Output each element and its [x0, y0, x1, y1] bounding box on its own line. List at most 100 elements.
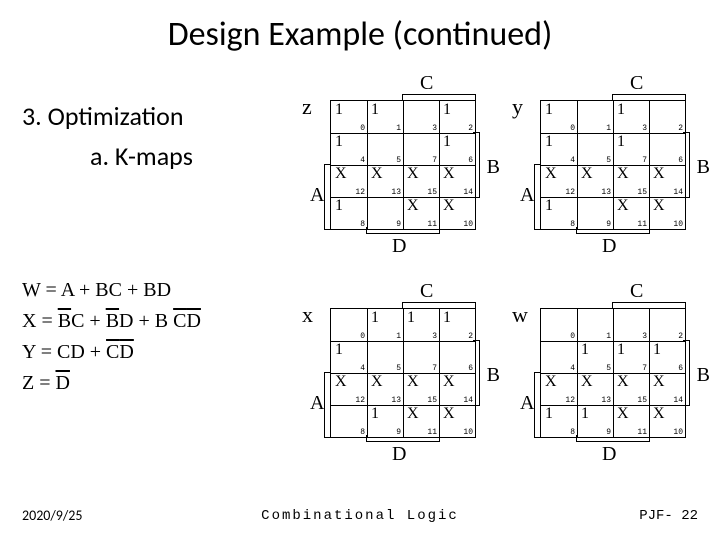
cell-index: 11: [637, 220, 647, 229]
kmap-cell: X13: [577, 165, 613, 197]
kmap-label: w: [512, 302, 528, 328]
cell-index: 12: [355, 396, 365, 405]
cell-index: 8: [570, 428, 575, 437]
cell-index: 8: [360, 220, 365, 229]
cell-value: X: [545, 165, 557, 183]
cell-value: 1: [335, 341, 343, 359]
kmap-cell: 10: [541, 101, 577, 133]
kmap-cell: 5: [367, 133, 403, 165]
axis-label-d: D: [602, 443, 616, 466]
cell-index: 6: [678, 364, 683, 373]
kmap-cell: X10: [649, 405, 685, 437]
cell-index: 7: [432, 364, 437, 373]
kmap-y: yCABD101132145176X12X13X15X14189X11X10: [510, 72, 700, 252]
kmap-cell: X13: [367, 373, 403, 405]
cell-value: 1: [581, 405, 589, 423]
cell-index: 6: [678, 156, 683, 165]
cell-index: 2: [678, 124, 683, 133]
cell-index: 9: [606, 428, 611, 437]
kmap-cell: 6: [649, 133, 685, 165]
cell-index: 15: [637, 396, 647, 405]
eq-x: X = BC + BD + B CD: [22, 306, 201, 337]
kmap-label: y: [512, 94, 523, 120]
cell-value: X: [335, 373, 347, 391]
cell-value: X: [407, 373, 419, 391]
kmap-cell: X 15: [403, 165, 439, 197]
cell-index: 6: [468, 156, 473, 165]
equations-block: W = A + BC + BD X = BC + BD + B CD Y = C…: [22, 275, 201, 399]
cell-index: 6: [468, 364, 473, 373]
cell-index: 14: [463, 188, 473, 197]
axis-label-c: C: [630, 280, 643, 303]
kmap-cell: 9: [577, 197, 613, 229]
kmap-cell: 7: [403, 341, 439, 373]
cell-index: 9: [606, 220, 611, 229]
kmap-grid: 01324151716X12X13X15X141819X11X10: [540, 308, 686, 438]
cell-index: 7: [642, 364, 647, 373]
cell-value: 1: [335, 133, 343, 151]
cell-index: 0: [570, 332, 575, 341]
cell-index: 10: [463, 428, 473, 437]
kmap-cell: 18: [541, 197, 577, 229]
footer-page-number: PJF- 22: [639, 508, 698, 524]
cell-index: 4: [360, 364, 365, 373]
kmap-cell: X12: [541, 373, 577, 405]
kmap-cell: 19: [367, 405, 403, 437]
cell-index: 8: [570, 220, 575, 229]
kmap-cell: X10: [649, 197, 685, 229]
kmap-cell: 11: [367, 309, 403, 341]
cell-value: X: [407, 197, 419, 215]
cell-index: 9: [396, 428, 401, 437]
axis-label-a: A: [520, 184, 534, 207]
cell-index: 14: [673, 396, 683, 405]
kmap-cell: 15: [577, 341, 613, 373]
axis-label-d: D: [392, 235, 406, 258]
kmap-cell: 14: [331, 341, 367, 373]
kmap-cell: X13: [577, 373, 613, 405]
kmap-cell: X15: [613, 373, 649, 405]
cell-value: X: [581, 165, 593, 183]
cell-index: 15: [637, 188, 647, 197]
cell-index: 15: [427, 188, 437, 197]
axis-label-a: A: [310, 184, 324, 207]
cell-index: 11: [637, 428, 647, 437]
cell-value: X: [407, 165, 419, 183]
kmap-cell: X14: [649, 165, 685, 197]
cell-index: 7: [432, 156, 437, 165]
kmap-cell: 7: [403, 133, 439, 165]
cell-value: 1: [443, 309, 451, 327]
cell-value: 1: [545, 197, 553, 215]
cell-index: 0: [360, 124, 365, 133]
cell-index: 12: [565, 188, 575, 197]
kmap-cell: 19: [577, 405, 613, 437]
cell-value: X: [653, 373, 665, 391]
cell-index: 1: [606, 124, 611, 133]
cell-value: 1: [371, 309, 379, 327]
cell-index: 3: [642, 124, 647, 133]
cell-value: X: [443, 373, 455, 391]
kmap-cell: X12: [331, 165, 367, 197]
kmap-cell: X 14: [649, 373, 685, 405]
cell-index: 12: [565, 396, 575, 405]
cell-index: 9: [396, 220, 401, 229]
cell-index: 3: [642, 332, 647, 341]
cell-index: 15: [427, 396, 437, 405]
kmap-label: z: [302, 94, 312, 120]
cell-index: 5: [606, 156, 611, 165]
kmap-cell: X11: [613, 197, 649, 229]
cell-index: 8: [360, 428, 365, 437]
cell-index: 2: [468, 124, 473, 133]
cell-value: X: [443, 405, 455, 423]
cell-index: 4: [570, 156, 575, 165]
page-title: Design Example (continued): [0, 14, 720, 55]
kmap-cell: 18: [541, 405, 577, 437]
kmap-grid: 011131214576X12X13X15X14819X11X10: [330, 308, 476, 438]
kmap-cell: X 10: [439, 405, 475, 437]
cell-index: 5: [396, 364, 401, 373]
cell-index: 14: [463, 396, 473, 405]
kmap-cell: 3: [613, 309, 649, 341]
cell-index: 13: [391, 188, 401, 197]
kmap-cell: 18: [331, 197, 367, 229]
cell-value: 1: [407, 309, 415, 327]
cell-index: 13: [391, 396, 401, 405]
